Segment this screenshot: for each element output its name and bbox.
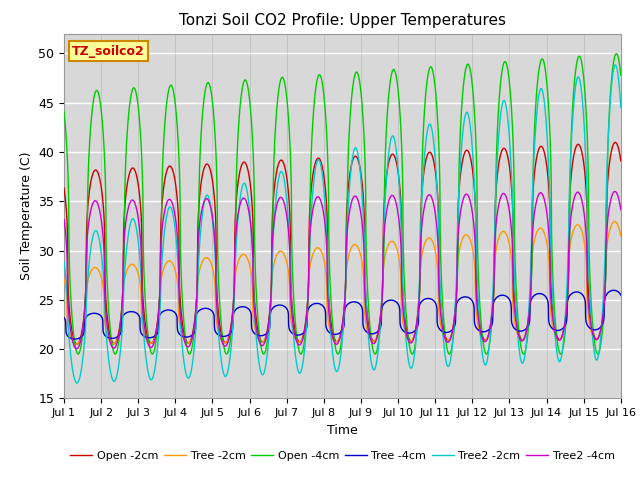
Tree2 -2cm	[606, 102, 614, 108]
Tree2 -4cm	[124, 208, 132, 214]
Tree2 -2cm	[298, 366, 306, 372]
Tree -4cm	[606, 288, 614, 294]
Tree -4cm	[617, 292, 625, 298]
Tree -4cm	[157, 311, 164, 316]
Line: Open -2cm: Open -2cm	[64, 143, 621, 344]
Tree2 -4cm	[617, 207, 625, 213]
Tree -4cm	[71, 336, 79, 342]
Tree2 -2cm	[617, 105, 625, 110]
Tree2 -4cm	[274, 199, 282, 205]
Open -2cm	[546, 215, 554, 220]
Open -2cm	[124, 179, 132, 184]
Tree2 -4cm	[298, 339, 306, 345]
Tree2 -4cm	[546, 278, 554, 284]
Open -4cm	[274, 96, 282, 102]
Open -4cm	[298, 350, 306, 356]
Tree2 -2cm	[60, 259, 68, 265]
Open -4cm	[60, 109, 68, 115]
Tree -4cm	[298, 331, 306, 337]
Open -2cm	[617, 158, 625, 164]
Open -4cm	[617, 72, 625, 78]
Tree2 -4cm	[73, 346, 81, 352]
Tree2 -4cm	[606, 200, 614, 206]
Tree2 -2cm	[73, 380, 81, 386]
Tree -2cm	[124, 266, 132, 272]
Open -2cm	[611, 140, 619, 145]
Tree -4cm	[274, 302, 282, 308]
Open -4cm	[74, 351, 82, 357]
Line: Open -4cm: Open -4cm	[64, 54, 621, 354]
Line: Tree -4cm: Tree -4cm	[64, 290, 621, 339]
Tree -4cm	[546, 323, 554, 328]
Tree -4cm	[610, 288, 618, 293]
Open -4cm	[612, 51, 620, 57]
Tree -2cm	[298, 337, 306, 343]
Tree2 -2cm	[546, 206, 554, 212]
Open -2cm	[274, 164, 282, 169]
Open -2cm	[60, 185, 68, 191]
Open -2cm	[157, 228, 164, 234]
Open -2cm	[73, 341, 81, 347]
Line: Tree2 -2cm: Tree2 -2cm	[64, 65, 621, 383]
Tree2 -2cm	[124, 237, 132, 242]
Tree2 -4cm	[60, 216, 68, 222]
Legend: Open -2cm, Tree -2cm, Open -4cm, Tree -4cm, Tree2 -2cm, Tree2 -4cm: Open -2cm, Tree -2cm, Open -4cm, Tree -4…	[66, 447, 619, 466]
Tree -2cm	[72, 341, 80, 347]
Tree -2cm	[157, 280, 164, 286]
Tree -2cm	[611, 218, 618, 224]
Tree -2cm	[546, 302, 554, 308]
Open -4cm	[157, 269, 164, 275]
Line: Tree -2cm: Tree -2cm	[64, 221, 621, 344]
Tree2 -2cm	[274, 181, 282, 187]
X-axis label: Time: Time	[327, 424, 358, 437]
Tree2 -2cm	[157, 282, 164, 288]
Tree -2cm	[60, 276, 68, 282]
Open -4cm	[606, 97, 614, 103]
Tree -4cm	[124, 310, 132, 315]
Open -2cm	[606, 156, 614, 162]
Tree2 -4cm	[611, 189, 619, 194]
Open -2cm	[298, 337, 306, 343]
Text: TZ_soilco2: TZ_soilco2	[72, 45, 145, 58]
Tree -4cm	[60, 315, 68, 321]
Title: Tonzi Soil CO2 Profile: Upper Temperatures: Tonzi Soil CO2 Profile: Upper Temperatur…	[179, 13, 506, 28]
Open -4cm	[546, 133, 554, 139]
Tree -2cm	[617, 233, 625, 239]
Line: Tree2 -4cm: Tree2 -4cm	[64, 192, 621, 349]
Tree2 -2cm	[612, 62, 620, 68]
Y-axis label: Soil Temperature (C): Soil Temperature (C)	[20, 152, 33, 280]
Open -4cm	[124, 123, 132, 129]
Tree2 -4cm	[157, 245, 164, 251]
Tree -2cm	[274, 251, 282, 256]
Tree -2cm	[606, 226, 614, 232]
